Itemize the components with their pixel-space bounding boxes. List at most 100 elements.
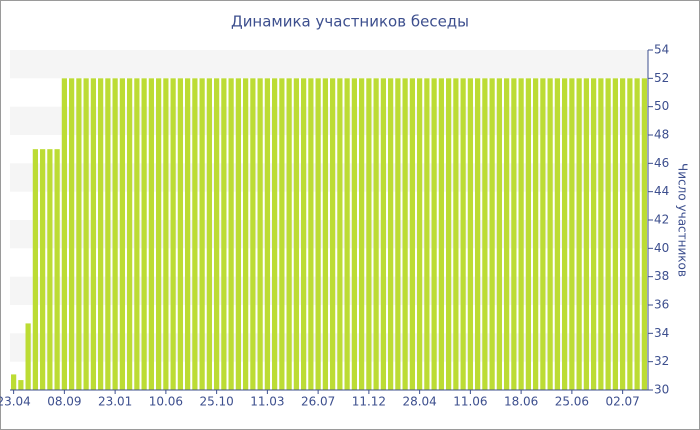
bar — [69, 78, 75, 390]
bar — [620, 78, 626, 390]
bar — [627, 78, 633, 390]
bar — [170, 78, 176, 390]
bar — [583, 78, 589, 390]
x-tick-label: 23.04 — [0, 395, 31, 409]
bar — [235, 78, 241, 390]
bar — [533, 78, 539, 390]
y-tick-label: 54 — [654, 43, 669, 57]
x-tick-label: 10.06 — [149, 395, 183, 409]
bar — [489, 78, 495, 390]
bar — [90, 78, 96, 390]
bar — [475, 78, 481, 390]
bar — [11, 374, 17, 390]
bar — [286, 78, 292, 390]
bar — [83, 78, 89, 390]
bar — [206, 78, 212, 390]
x-tick-label: 11.03 — [250, 395, 284, 409]
bar — [569, 78, 575, 390]
bar — [518, 78, 524, 390]
bar — [177, 78, 183, 390]
bar — [301, 78, 307, 390]
x-tick-label: 18.06 — [504, 395, 538, 409]
bar — [163, 78, 169, 390]
bar — [192, 78, 198, 390]
bar — [344, 78, 350, 390]
bar — [511, 78, 517, 390]
bar — [446, 78, 452, 390]
bar — [105, 78, 111, 390]
bar — [18, 380, 24, 390]
bar — [402, 78, 408, 390]
bar — [417, 78, 423, 390]
bar — [32, 149, 38, 390]
bar — [141, 78, 147, 390]
y-tick-label: 44 — [654, 184, 669, 198]
y-tick-label: 42 — [654, 213, 669, 227]
x-tick-label: 23.01 — [98, 395, 132, 409]
bar — [453, 78, 459, 390]
bar — [641, 78, 647, 390]
bar — [598, 78, 604, 390]
x-tick-label: 11.12 — [352, 395, 386, 409]
x-tick-label: 28.04 — [402, 395, 436, 409]
bar — [279, 78, 285, 390]
bar — [185, 78, 191, 390]
bar — [221, 78, 227, 390]
grid-band — [10, 50, 648, 79]
bar — [330, 78, 336, 390]
bar — [409, 78, 415, 390]
bar — [148, 78, 154, 390]
bar — [373, 78, 379, 390]
y-tick-label: 32 — [654, 354, 669, 368]
bar — [134, 78, 140, 390]
y-tick-label: 34 — [654, 326, 669, 340]
bar — [76, 78, 82, 390]
x-tick-label: 26.07 — [301, 395, 335, 409]
x-tick-label: 02.07 — [605, 395, 639, 409]
chart-title: Динамика участников беседы — [231, 13, 469, 31]
bar — [554, 78, 560, 390]
bar — [591, 78, 597, 390]
bar — [380, 78, 386, 390]
bar — [562, 78, 568, 390]
bar — [482, 78, 488, 390]
bar — [272, 78, 278, 390]
bar — [98, 78, 104, 390]
y-tick-label: 48 — [654, 128, 669, 142]
bar — [431, 78, 437, 390]
bar — [395, 78, 401, 390]
bar — [214, 78, 220, 390]
bar — [504, 78, 510, 390]
bar — [293, 78, 299, 390]
bar — [54, 149, 60, 390]
bar — [199, 78, 205, 390]
y-tick-label: 36 — [654, 298, 669, 312]
bar — [264, 78, 270, 390]
bar — [315, 78, 321, 390]
x-tick-label: 11.06 — [453, 395, 487, 409]
x-tick-label: 25.10 — [199, 395, 233, 409]
bar — [424, 78, 430, 390]
bar — [605, 78, 611, 390]
bar — [308, 78, 314, 390]
x-tick-label: 08.09 — [47, 395, 81, 409]
bar — [25, 323, 31, 390]
bar — [540, 78, 546, 390]
bar — [257, 78, 263, 390]
bar — [438, 78, 444, 390]
bar — [359, 78, 365, 390]
bar — [119, 78, 125, 390]
bar — [322, 78, 328, 390]
bar — [156, 78, 162, 390]
x-tick-label: 25.06 — [555, 395, 589, 409]
y-tick-label: 46 — [654, 156, 669, 170]
y-tick-label: 40 — [654, 241, 669, 255]
bar — [576, 78, 582, 390]
bar — [112, 78, 118, 390]
y-tick-label: 52 — [654, 71, 669, 85]
bar — [496, 78, 502, 390]
bar — [460, 78, 466, 390]
bar — [366, 78, 372, 390]
bar — [337, 78, 343, 390]
